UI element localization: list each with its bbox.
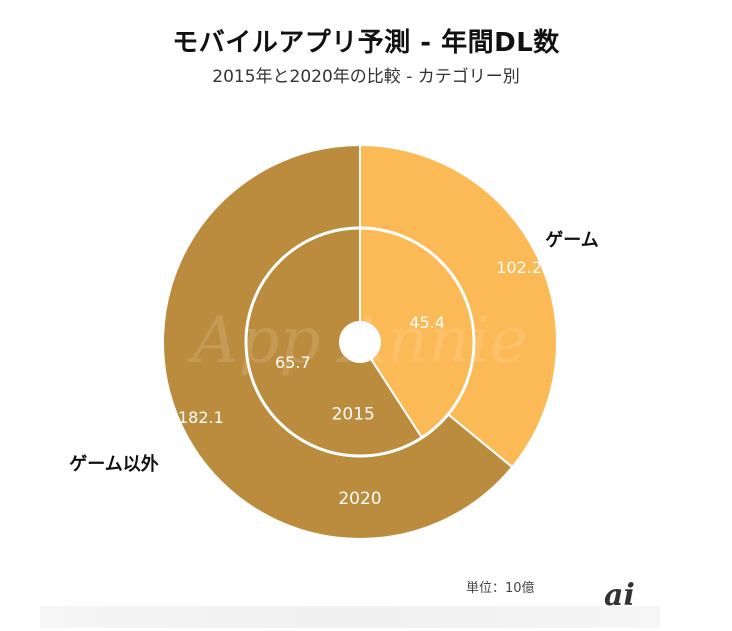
value-label-2015-games: 45.4 <box>409 313 445 332</box>
unit-note: 単位：10億 <box>466 581 535 596</box>
value-label-2020-non-games: 182.1 <box>178 408 224 427</box>
category-label-non-games: ゲーム以外 <box>69 453 158 475</box>
ring-label-2020: 2020 <box>338 489 381 509</box>
center-hole <box>340 322 380 362</box>
ring-label-2015: 2015 <box>332 405 375 425</box>
value-label-2020-games: 102.2 <box>496 258 542 277</box>
blurred-footer-strip <box>40 606 660 628</box>
category-label-games: ゲーム <box>545 229 598 251</box>
chart-title: モバイルアプリ予測 - 年間DL数 <box>172 28 560 58</box>
watermark: App Annie <box>187 304 528 378</box>
ring-separator <box>244 226 476 458</box>
chart-subtitle: 2015年と2020年の比較 - カテゴリー別 <box>212 67 520 87</box>
value-label-2015-non-games: 65.7 <box>275 353 311 372</box>
